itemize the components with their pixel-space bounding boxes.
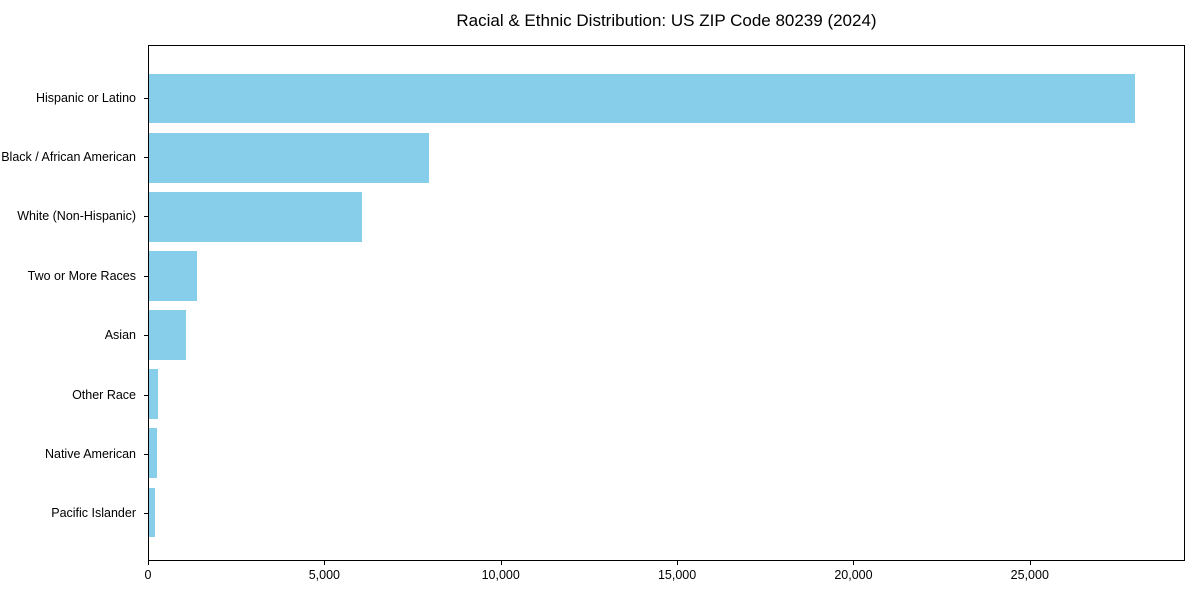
bar-two-or-more-races: [149, 251, 197, 301]
bar-other-race: [149, 369, 159, 420]
ylabel-row-white-non-hispanic: White (Non-Hispanic): [0, 187, 148, 246]
ylabel-hispanic-or-latino: Hispanic or Latino: [35, 90, 136, 105]
ylabel-row-asian: Asian: [0, 306, 148, 365]
y-tick-mark: [144, 275, 148, 277]
chart-title: Racial & Ethnic Distribution: US ZIP Cod…: [456, 11, 877, 30]
bar-black-african-american: [149, 132, 429, 183]
ylabel-white-non-hispanic: White (Non-Hispanic): [17, 209, 136, 224]
x-tick-label: 10,000: [481, 568, 520, 582]
bar-row-two-or-more-races: [149, 246, 1184, 305]
x-tick-label: 5,000: [308, 568, 340, 582]
x-tick-label: 20,000: [834, 568, 873, 582]
bar-hispanic-or-latino: [149, 73, 1135, 124]
ylabel-row-black-african-american: Black / African American: [0, 127, 148, 186]
y-tick-mark: [144, 513, 148, 515]
x-tick-label: 25,000: [1010, 568, 1049, 582]
ylabel-other-race: Other Race: [72, 387, 136, 402]
y-tick-mark: [144, 157, 148, 159]
x-tick-mark: [324, 561, 326, 565]
y-tick-mark: [144, 216, 148, 218]
ylabel-row-native-american: Native American: [0, 424, 148, 483]
y-axis-labels: Hispanic or Latino Black / African Americ…: [0, 68, 148, 543]
ylabel-row-two-or-more-races: Two or More Races: [0, 246, 148, 305]
ylabel-black-african-american: Black / African American: [1, 150, 136, 165]
x-tick-mark: [500, 561, 502, 565]
ylabel-asian: Asian: [104, 328, 136, 343]
x-tick-label: 15,000: [657, 568, 697, 582]
bar-row-asian: [149, 306, 1184, 365]
bar-row-native-american: [149, 424, 1184, 483]
plot-area: [148, 45, 1185, 561]
bar-row-black-african-american: [149, 128, 1184, 187]
x-tick-mark: [853, 561, 855, 565]
ylabel-row-hispanic-or-latino: Hispanic or Latino: [0, 68, 148, 127]
y-tick-mark: [144, 394, 148, 396]
ylabel-native-american: Native American: [44, 446, 136, 461]
y-tick-mark: [144, 453, 148, 455]
bar-row-other-race: [149, 365, 1184, 424]
ylabel-two-or-more-races: Two or More Races: [27, 268, 136, 283]
bars-container: [149, 69, 1184, 542]
x-tick-mark: [677, 561, 679, 565]
bar-asian: [149, 310, 186, 360]
x-tick-label: 0: [144, 568, 152, 582]
bar-white-non-hispanic: [149, 191, 362, 242]
bar-pacific-islander: [149, 487, 155, 538]
y-tick-mark: [144, 335, 148, 337]
ylabel-row-pacific-islander: Pacific Islander: [0, 484, 148, 543]
bar-row-pacific-islander: [149, 483, 1184, 542]
x-tick-mark: [148, 561, 149, 565]
bar-native-american: [149, 428, 158, 479]
ylabel-pacific-islander: Pacific Islander: [51, 506, 136, 521]
y-tick-mark: [144, 97, 148, 99]
bar-row-white-non-hispanic: [149, 187, 1184, 246]
x-axis: 0 5,000 10,000 15,000 20,000 25,000: [144, 561, 1185, 591]
x-tick-mark: [1029, 561, 1031, 565]
ylabel-row-other-race: Other Race: [0, 365, 148, 424]
bar-row-hispanic-or-latino: [149, 69, 1184, 128]
